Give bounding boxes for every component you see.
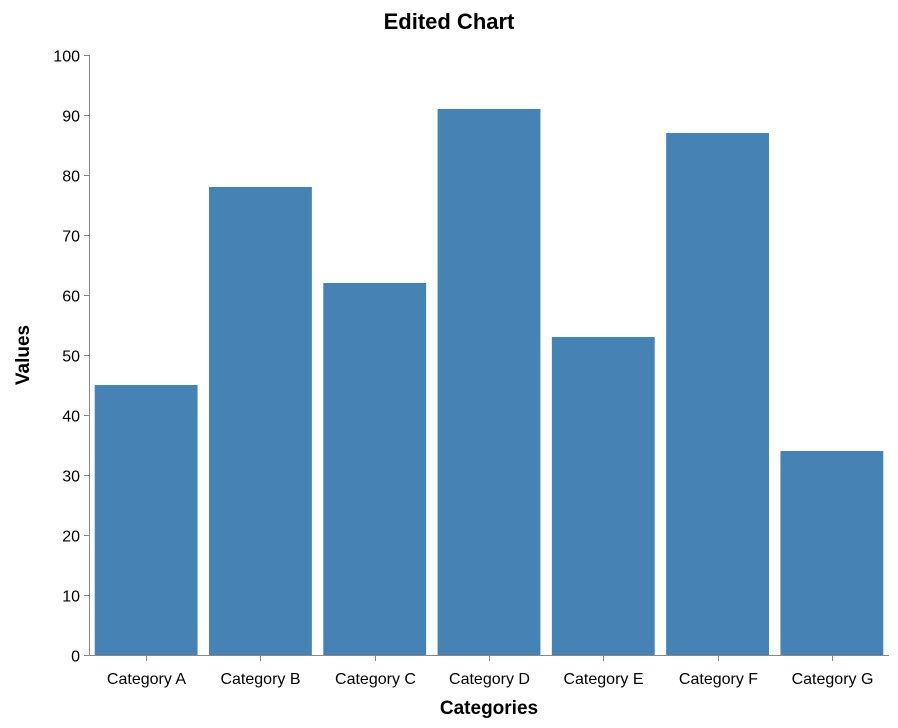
x-tick-label: Category C [335,671,416,688]
y-axis-title: Values [13,325,34,385]
y-tick-label: 50 [62,349,80,366]
y-tick-label: 60 [62,289,80,306]
x-tick-label: Category A [107,671,186,688]
y-axis: 0 10 20 30 40 50 60 70 80 90 100 [53,49,90,666]
x-axis-title: Categories [440,698,538,719]
bar-category-b [209,187,312,655]
bar-category-f [666,133,769,655]
x-tick-label: Category B [220,671,300,688]
y-tick-label: 70 [62,229,80,246]
chart-title: Edited Chart [384,9,515,34]
y-tick-label: 90 [62,109,80,126]
x-tick-label: Category E [563,671,643,688]
bar-category-g [780,451,884,655]
y-tick-label: 100 [53,49,80,66]
y-tick-label: 40 [62,409,80,426]
x-axis: Category A Category B Category C Category D… [89,655,889,688]
bar-category-a [94,385,198,655]
y-tick-label: 0 [71,649,80,666]
bar-category-c [323,283,427,655]
y-tick-label: 30 [62,469,80,486]
bar-category-e [551,337,655,655]
bar-category-d [437,109,541,655]
y-tick-label: 80 [62,169,80,186]
x-tick-label: Category G [792,671,874,688]
x-tick-label: Category F [679,671,758,688]
y-tick-label: 10 [62,589,80,606]
y-tick-label: 20 [62,529,80,546]
bars-layer [94,109,884,655]
x-tick-label: Category D [449,671,530,688]
